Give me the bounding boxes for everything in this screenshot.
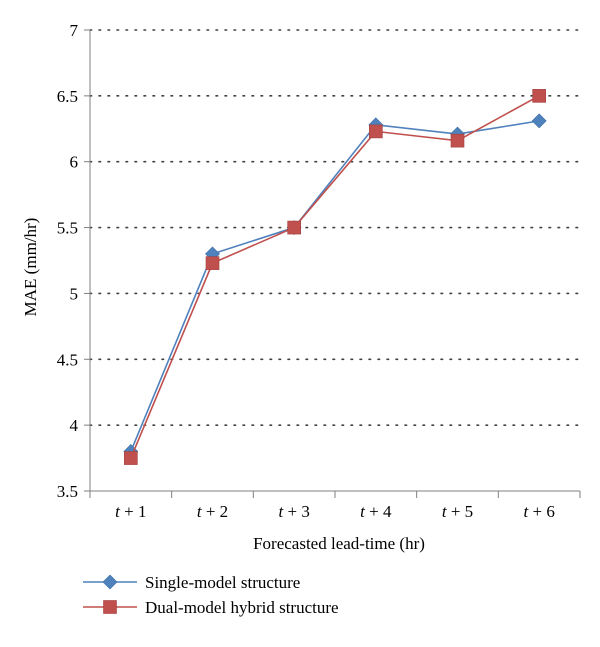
x-tick-label: t + 5 bbox=[442, 502, 473, 521]
square-point bbox=[287, 220, 301, 235]
square-point bbox=[369, 124, 383, 139]
gridlines bbox=[89, 29, 581, 426]
y-tick-label: 5 bbox=[70, 284, 79, 303]
legend-label: Dual-model hybrid structure bbox=[145, 598, 339, 617]
x-tick-labels: t + 1 t + 2 t + 3 t + 4 t + 5 t + 6 bbox=[115, 502, 555, 521]
axes bbox=[84, 29, 581, 498]
y-tick-labels: 3.5 4 4.5 5 5.5 6 6.5 7 bbox=[57, 21, 79, 501]
legend-item-2: Dual-model hybrid structure bbox=[83, 598, 339, 617]
x-tick-label: t + 4 bbox=[360, 502, 392, 521]
x-tick-label: t + 2 bbox=[197, 502, 228, 521]
legend-marker bbox=[102, 574, 118, 590]
square-point bbox=[205, 256, 220, 270]
y-tick-label: 7 bbox=[70, 21, 79, 40]
series-line bbox=[130, 95, 540, 459]
square-point bbox=[450, 133, 465, 148]
data-series bbox=[123, 89, 547, 465]
square-point bbox=[532, 89, 546, 103]
legend: Single-model structure Dual-model hybrid … bbox=[83, 573, 339, 617]
y-tick-label: 4.5 bbox=[57, 350, 78, 369]
legend-label: Single-model structure bbox=[145, 573, 300, 592]
series-2 bbox=[124, 89, 546, 465]
series-line bbox=[130, 120, 540, 452]
y-axis-label: MAE (mm/hr) bbox=[21, 218, 40, 317]
x-tick-label: t + 1 bbox=[115, 502, 146, 521]
y-tick-label: 4 bbox=[70, 416, 79, 435]
y-tick-label: 5.5 bbox=[57, 219, 78, 238]
y-tick-label: 3.5 bbox=[57, 482, 78, 501]
y-tick-label: 6.5 bbox=[57, 87, 78, 106]
diamond-point bbox=[531, 113, 547, 129]
legend-marker bbox=[103, 600, 117, 614]
x-tick-label: t + 6 bbox=[524, 502, 555, 521]
square-point bbox=[124, 451, 138, 465]
x-tick-label: t + 3 bbox=[279, 502, 310, 521]
legend-item-1: Single-model structure bbox=[83, 573, 300, 592]
series-1 bbox=[123, 113, 547, 459]
y-tick-label: 6 bbox=[70, 153, 79, 172]
x-axis-label: Forecasted lead-time (hr) bbox=[253, 534, 425, 553]
